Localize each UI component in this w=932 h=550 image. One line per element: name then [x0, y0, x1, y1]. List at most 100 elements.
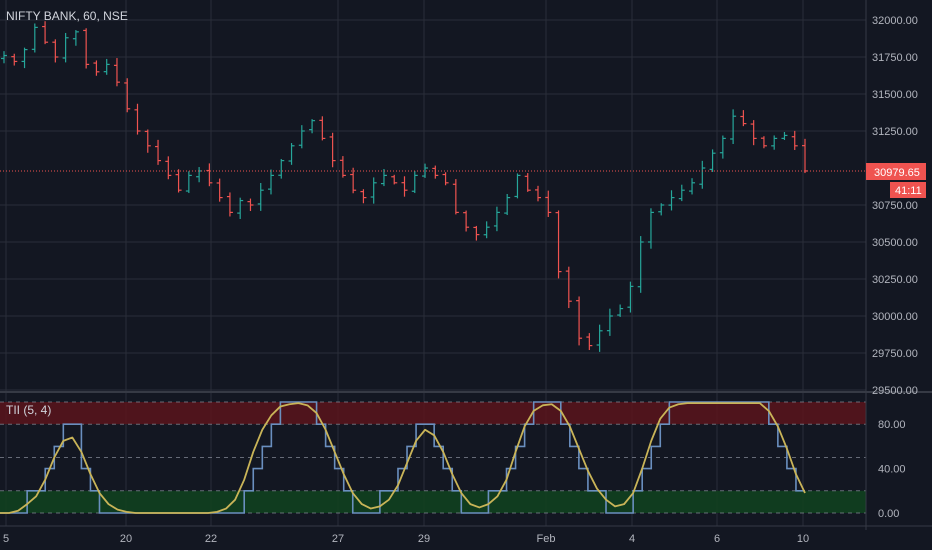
time-tick-label: 4: [629, 533, 635, 545]
tii-smoothed-line: [0, 402, 806, 514]
ohlc-bar: [83, 28, 90, 69]
ohlc-bar: [247, 198, 254, 212]
price-tick-label: 31750.00: [872, 52, 918, 64]
ohlc-bar: [165, 156, 172, 180]
time-axis-labels: 5 20 22 27 29 Feb 4 6 10: [3, 533, 809, 545]
ohlc-bar: [596, 324, 603, 352]
ohlc-bar: [637, 236, 644, 293]
ohlc-bar: [699, 160, 706, 189]
ohlc-bar: [504, 193, 511, 216]
time-tick-label: 5: [3, 533, 9, 545]
price-tick-label: 30250.00: [872, 274, 918, 286]
tii-zones: [0, 401, 866, 514]
grid-lines: [0, 0, 866, 526]
ohlc-bar: [658, 203, 665, 216]
oversold-zone: [0, 490, 866, 513]
ohlc-bar: [781, 132, 788, 141]
ohlc-bar: [21, 47, 28, 69]
ohlc-bar: [586, 333, 593, 351]
tii-tick-label: 80.00: [878, 419, 906, 431]
ohlc-bar: [514, 173, 521, 199]
ohlc-bar: [771, 135, 778, 150]
tii-title: TII (5, 4): [6, 403, 51, 417]
ohlc-bar: [298, 125, 305, 149]
price-axis-labels: 32000.00 31750.00 31500.00 31250.00 30750.00…: [872, 15, 918, 397]
price-tick-label: 29750.00: [872, 348, 918, 360]
last-price-value: 30979.65: [874, 167, 920, 179]
countdown-value: 41:11: [895, 185, 922, 197]
ohlc-bar: [257, 182, 264, 211]
ohlc-bar: [689, 178, 696, 195]
ohlc-bar: [350, 167, 357, 194]
time-tick-label: 29: [418, 533, 430, 545]
ohlc-bar: [411, 170, 418, 194]
ohlc-bar: [144, 129, 151, 153]
tii-lines: [0, 401, 806, 514]
time-tick-label: 27: [332, 533, 344, 545]
ohlc-bar: [617, 304, 624, 317]
ohlc-bar: [463, 210, 470, 232]
ohlc-bar: [124, 78, 131, 113]
ohlc-bar: [31, 23, 38, 53]
price-tick-label: 30000.00: [872, 311, 918, 323]
ohlc-bar: [668, 190, 675, 211]
ohlc-bar: [678, 184, 685, 202]
ohlc-bar: [442, 172, 449, 186]
ohlc-bar: [483, 221, 490, 239]
time-tick-label: 10: [797, 533, 809, 545]
ohlc-bar: [545, 190, 552, 218]
price-tick-label: 31250.00: [872, 126, 918, 138]
tii-axis-labels: 80.00 40.00 0.00: [878, 419, 906, 520]
time-tick-label: 20: [120, 533, 132, 545]
ohlc-bar: [175, 169, 182, 193]
last-price-badge: 30979.65 41:11: [866, 163, 926, 198]
ohlc-bar: [52, 39, 59, 63]
ohlc-bar: [185, 171, 192, 194]
ohlc-bar: [391, 174, 398, 185]
ohlc-bar: [606, 308, 613, 336]
ohlc-bar: [370, 177, 377, 204]
price-tick-label: 29500.00: [872, 385, 918, 397]
ohlc-bar: [730, 109, 737, 145]
price-tick-label: 30750.00: [872, 200, 918, 212]
ohlc-bar: [555, 210, 562, 279]
ohlc-bar: [268, 169, 274, 195]
ohlc-bar: [422, 163, 429, 178]
ohlc-bar: [452, 179, 459, 215]
time-tick-label: 22: [205, 533, 217, 545]
ohlc-bar: [339, 156, 346, 178]
ohlc-bar: [288, 143, 295, 165]
price-tick-label: 32000.00: [872, 15, 918, 27]
overbought-zone: [0, 402, 866, 425]
ohlc-bar: [1, 51, 7, 64]
ohlc-bar: [750, 120, 757, 146]
ohlc-bar: [113, 58, 120, 87]
countdown-badge-bg: [890, 182, 926, 198]
ohlc-bar: [380, 169, 387, 187]
ohlc-bar: [493, 206, 500, 232]
ohlc-bar: [309, 119, 316, 134]
ohlc-bar: [576, 296, 583, 346]
ohlc-bar: [791, 130, 798, 150]
ohlc-bar: [760, 136, 767, 149]
ohlc-bar: [103, 58, 110, 75]
ohlc-bar: [740, 110, 747, 127]
ohlc-bar: [473, 225, 480, 241]
price-tick-label: 31500.00: [872, 89, 918, 101]
ohlc-bar: [11, 53, 18, 66]
ohlc-bar: [319, 116, 326, 141]
tii-tick-label: 0.00: [878, 508, 899, 520]
chart-title: NIFTY BANK, 60, NSE: [6, 9, 128, 23]
ohlc-bar: [93, 60, 100, 76]
ohlc-bar: [134, 103, 141, 135]
ohlc-bar: [524, 173, 531, 192]
ohlc-bar: [535, 185, 541, 202]
ohlc-bar: [237, 197, 244, 219]
ohlc-bar: [329, 132, 336, 168]
time-tick-label: 6: [714, 533, 720, 545]
price-bars: [1, 21, 808, 352]
ohlc-bar: [709, 149, 716, 172]
price-tick-label: 30500.00: [872, 237, 918, 249]
ohlc-bar: [719, 135, 726, 159]
